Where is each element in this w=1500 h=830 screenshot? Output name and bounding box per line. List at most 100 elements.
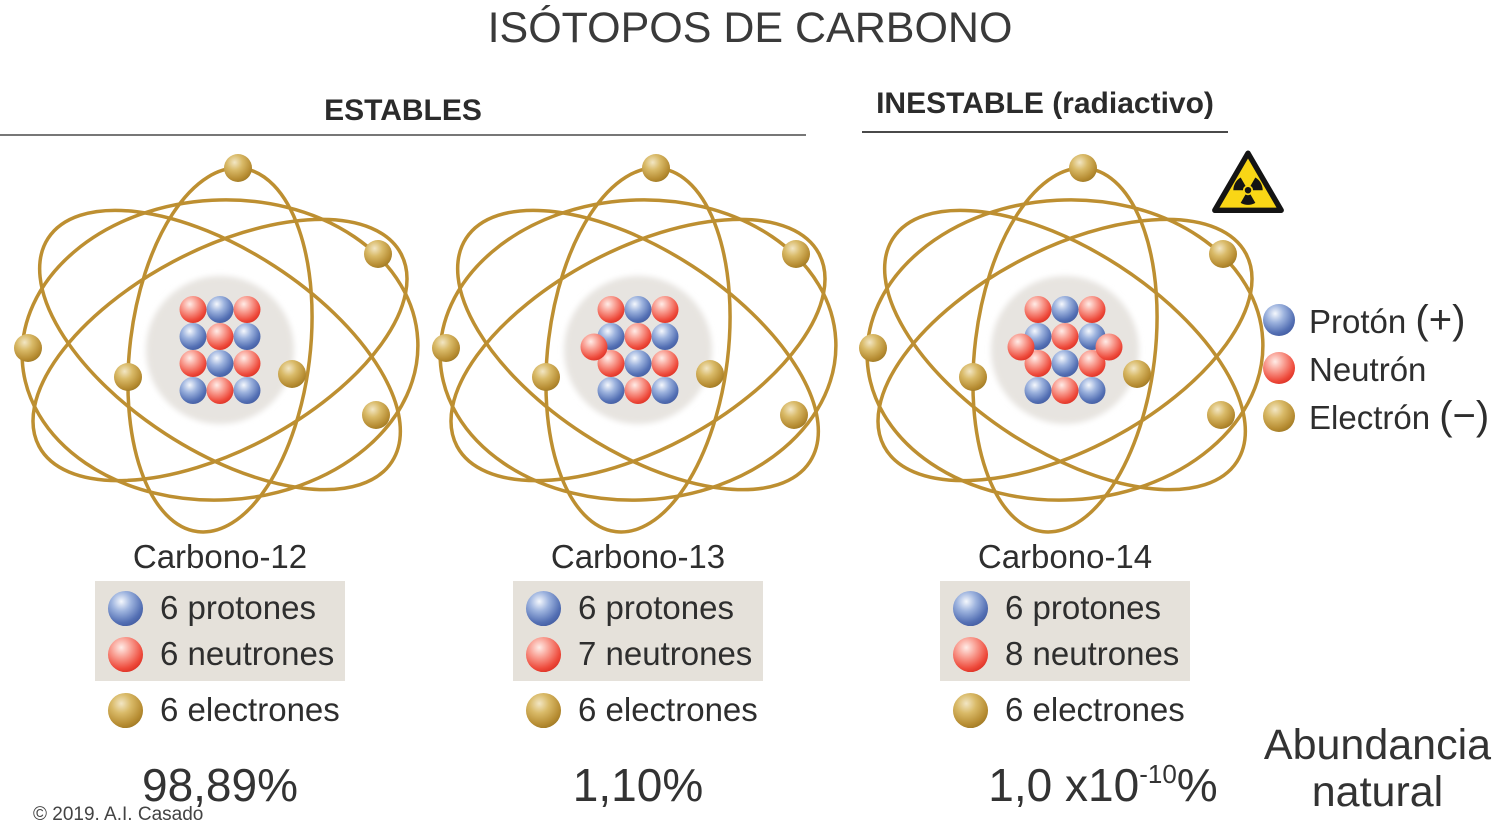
neutron-count-row: 6 neutrones (107, 632, 345, 676)
electron-orbit (37, 208, 403, 492)
electron-orbit (876, 217, 1254, 483)
neutron-count-row: 8 neutrones (952, 632, 1190, 676)
electron-count-text: 6 electrones (578, 691, 758, 728)
proton-count-row: 6 protones (525, 586, 763, 630)
proton-sphere (1024, 377, 1052, 404)
orbiting-electrons (14, 154, 392, 429)
neutron-sphere (179, 296, 207, 323)
heading-stable: ESTABLES (324, 94, 482, 127)
neutron-sphere (597, 296, 625, 323)
proton-count-text: 6 protones (160, 589, 316, 626)
isotope-columns: Carbono-12 6 protones 6 neutrones 6 elec… (0, 140, 1500, 830)
neutron-sphere (651, 296, 679, 323)
isotope-name: Carbono-13 (550, 538, 726, 575)
neutron-sphere-icon (525, 636, 562, 672)
electron-sphere (780, 401, 808, 429)
legend-neutron-label: Neutrón (1309, 350, 1427, 388)
electron-count-text: 6 electrones (1005, 691, 1185, 728)
abundance-caption-line2: natural (1311, 768, 1444, 816)
neutron-sphere-icon (1263, 352, 1295, 384)
electron-sphere (224, 154, 252, 182)
neutron-sphere (206, 323, 234, 350)
neutron-sphere (1095, 333, 1123, 361)
proton-sphere (179, 323, 207, 350)
neutron-sphere-icon (952, 636, 989, 672)
neutron-sphere (597, 350, 625, 377)
proton-count-text: 6 protones (1005, 589, 1161, 626)
legend-item-proton: Protón (+) (1262, 296, 1489, 344)
isotope-column: Carbono-12 6 protones 6 neutrones 6 elec… (0, 140, 440, 830)
neutron-sphere (624, 323, 652, 350)
proton-sphere-icon (525, 590, 562, 626)
atom-diagram (859, 154, 1265, 534)
electron-orbit (882, 208, 1248, 492)
neutron-sphere (233, 350, 261, 377)
electron-sphere (859, 334, 887, 362)
proton-sphere-icon (1263, 304, 1295, 336)
proton-sphere (1051, 296, 1079, 323)
proton-count-row: 6 protones (107, 586, 345, 630)
electron-sphere (364, 240, 392, 268)
electron-sphere (114, 363, 142, 391)
electron-count-text: 6 electrones (160, 691, 340, 728)
proton-sphere (1051, 350, 1079, 377)
neutron-sphere (233, 296, 261, 323)
proton-sphere (233, 377, 261, 404)
electron-sphere (696, 360, 724, 388)
isotope-name: Carbono-12 (132, 538, 308, 575)
proton-sphere (1078, 377, 1106, 404)
electron-sphere (1069, 154, 1097, 182)
neutron-count-row: 7 neutrones (525, 632, 763, 676)
isotope-name: Carbono-14 (977, 538, 1153, 575)
particle-legend: Protón (+) Neutrón Electrón (−) (1262, 296, 1489, 440)
proton-sphere (206, 350, 234, 377)
electron-sphere-icon (1263, 400, 1295, 432)
proton-count-text: 6 protones (578, 589, 734, 626)
legend-electron-label: Electrón (1309, 398, 1431, 436)
electron-orbit (449, 217, 827, 483)
electron-sphere-icon (107, 692, 144, 728)
unstable-underline (862, 131, 1228, 133)
neutron-sphere (1024, 296, 1052, 323)
atom-diagram (432, 154, 838, 534)
abundance-caption-line1: Abundancia (1263, 721, 1492, 769)
abundance-caption: Abundancia natural (1255, 722, 1500, 816)
proton-sphere (179, 377, 207, 404)
heading-unstable: INESTABLE (radiactivo) (876, 87, 1214, 120)
neutron-count-text: 6 neutrones (160, 635, 335, 672)
electron-orbits (865, 166, 1265, 534)
nucleus-particles (1007, 296, 1123, 404)
copyright: © 2019. A.I. Casado (33, 804, 204, 825)
neutron-sphere (1007, 333, 1035, 361)
electron-sphere-icon (525, 692, 562, 728)
neutron-sphere-icon (107, 636, 144, 672)
proton-count-row: 6 protones (952, 586, 1190, 630)
electron-sphere (1207, 401, 1235, 429)
isotope-info: 6 protones 6 neutrones 6 electrones (95, 581, 345, 732)
electron-sphere (1123, 360, 1151, 388)
isotope-info: 6 protones 7 neutrones 6 electrones (513, 581, 763, 732)
electron-sphere (362, 401, 390, 429)
neutron-sphere (580, 333, 608, 361)
isotope-info-box: 6 protones 8 neutrones (940, 581, 1190, 681)
neutron-sphere (651, 350, 679, 377)
electron-sphere (782, 240, 810, 268)
page-title: ISÓTOPOS DE CARBONO (487, 4, 1013, 52)
electron-count-row: 6 electrones (95, 688, 345, 732)
legend-electron-sign: (−) (1439, 393, 1490, 438)
legend-item-neutron: Neutrón (1262, 344, 1489, 392)
electron-sphere (532, 363, 560, 391)
neutron-sphere (179, 350, 207, 377)
orbiting-electrons (859, 154, 1237, 429)
proton-sphere (206, 296, 234, 323)
electron-orbit (455, 208, 821, 492)
electron-sphere (432, 334, 460, 362)
electron-sphere (1209, 240, 1237, 268)
electron-sphere (642, 154, 670, 182)
proton-sphere (651, 377, 679, 404)
nucleus-particles (580, 296, 679, 404)
neutron-sphere (624, 377, 652, 404)
legend-proton-label: Protón (1309, 302, 1407, 340)
proton-sphere-icon (952, 590, 989, 626)
